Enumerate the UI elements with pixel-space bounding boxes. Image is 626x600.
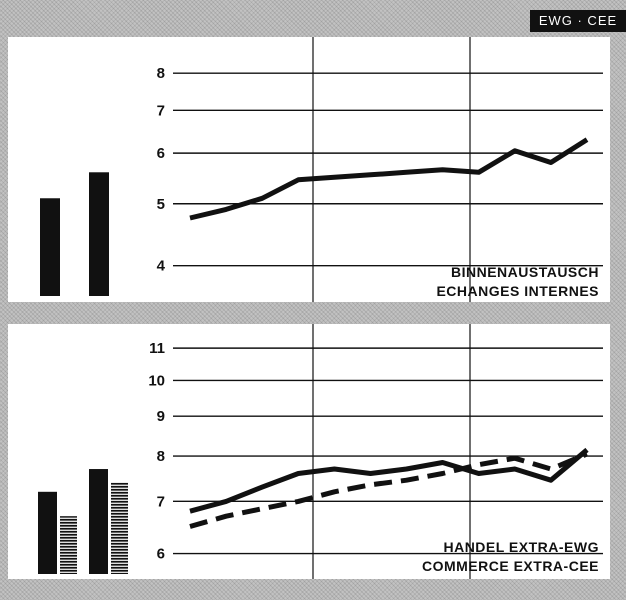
- chart-external-trade: 6 7 8 9 10 11 HANDEL EXTRA-EWG COMMERCE EXTRA-C…: [38, 324, 603, 579]
- y-tick-label: 8: [157, 448, 165, 465]
- y-tick-label: 6: [157, 145, 165, 162]
- series-line-solid: [189, 447, 589, 514]
- side-bar: [89, 172, 109, 296]
- chart-panel-external-trade: 6 7 8 9 10 11 HANDEL EXTRA-EWG COMMERCE EXTRA-C…: [8, 324, 610, 579]
- side-bar-solid: [38, 491, 57, 574]
- series-line-solid: [189, 137, 589, 221]
- panel-label: COMMERCE EXTRA-CEE: [422, 558, 599, 574]
- chart-internal-trade: 4 5 6 7 8 BINNENAUSTAUSCH ECHANGES INTERNES: [40, 37, 603, 302]
- side-bar-hatched: [111, 482, 128, 574]
- y-tick-label: 8: [157, 65, 165, 82]
- panel-label: ECHANGES INTERNES: [436, 283, 599, 299]
- y-tick-label: 7: [157, 493, 165, 510]
- y-tick-label: 9: [157, 408, 165, 425]
- y-tick-label: 5: [157, 196, 165, 213]
- panel-label: BINNENAUSTAUSCH: [451, 264, 599, 280]
- chart-panel-internal-trade: 4 5 6 7 8 BINNENAUSTAUSCH ECHANGES INTERNES: [8, 37, 610, 302]
- side-bar: [40, 198, 60, 296]
- region-badge: EWG · CEE: [530, 10, 626, 32]
- series-line-dashed: [189, 451, 588, 529]
- side-bar-hatched: [60, 516, 77, 574]
- y-tick-label: 6: [157, 546, 165, 563]
- y-tick-label: 7: [157, 102, 165, 119]
- y-tick-label: 4: [157, 258, 166, 275]
- side-bar-solid: [89, 469, 108, 574]
- y-tick-label: 11: [149, 340, 165, 357]
- panel-label: HANDEL EXTRA-EWG: [443, 539, 599, 555]
- y-tick-label: 10: [148, 372, 165, 389]
